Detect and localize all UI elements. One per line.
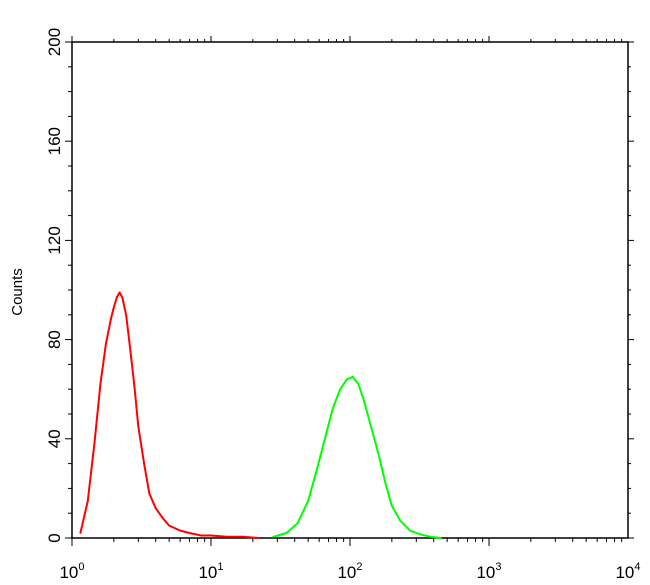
- data-point: [104, 343, 107, 346]
- data-point: [272, 535, 275, 538]
- data-point: [168, 524, 171, 527]
- y-axis: 0 40 80 120 160 200: [45, 28, 634, 543]
- data-point: [242, 535, 244, 538]
- data-point: [419, 533, 422, 536]
- data-point: [112, 306, 115, 309]
- data-point: [128, 343, 131, 346]
- data-point: [346, 378, 348, 381]
- data-point: [143, 462, 145, 465]
- x-axis: 100 101 102 103 104: [59, 36, 641, 582]
- y-tick-label: 160: [45, 127, 64, 155]
- data-point: [352, 375, 354, 378]
- data-point: [339, 388, 342, 391]
- data-point: [179, 529, 182, 532]
- data-point: [200, 534, 203, 537]
- data-point: [133, 383, 136, 386]
- data-point: [125, 313, 127, 316]
- data-point: [357, 383, 360, 386]
- data-point: [296, 522, 299, 525]
- data-point: [285, 532, 288, 534]
- y-axis-title: Counts: [9, 268, 26, 316]
- y-tick-label: 200: [45, 28, 64, 56]
- data-point: [225, 535, 228, 538]
- data-point: [161, 517, 164, 520]
- data-point: [377, 452, 380, 455]
- data-point: [121, 296, 124, 299]
- data-point: [399, 519, 402, 522]
- data-point: [307, 499, 310, 502]
- x-tick-label: 100: [59, 561, 84, 582]
- data-point: [331, 408, 334, 410]
- data-point: [369, 423, 372, 425]
- data-point: [390, 504, 393, 507]
- data-point: [109, 318, 112, 321]
- y-tick-label: 120: [45, 226, 64, 254]
- series-line-0: [79, 291, 259, 539]
- data-point: [409, 529, 411, 532]
- data-point: [362, 398, 365, 401]
- x-tick-label: 102: [337, 561, 362, 582]
- x-tick-label: 101: [198, 561, 223, 582]
- data-point: [118, 291, 121, 294]
- y-tick-label: 80: [45, 330, 64, 349]
- series-line-1: [272, 375, 441, 539]
- data-point: [154, 507, 157, 510]
- data-point: [439, 537, 442, 539]
- plot-border: [71, 41, 629, 539]
- y-tick-label: 40: [45, 429, 64, 448]
- data-point: [429, 535, 432, 538]
- data-point: [316, 467, 319, 470]
- plot-frame: [71, 41, 629, 539]
- data-point: [384, 482, 387, 485]
- data-point: [324, 437, 326, 440]
- data-point: [79, 532, 82, 534]
- data-point: [86, 499, 89, 502]
- data-point: [148, 492, 151, 495]
- data-point: [257, 537, 260, 539]
- data-point: [188, 532, 191, 534]
- data-point: [137, 425, 140, 428]
- data-point: [115, 296, 118, 299]
- x-tick-label: 104: [615, 561, 640, 582]
- data-point: [99, 383, 102, 386]
- x-tick-label: 103: [476, 561, 501, 582]
- data-point: [93, 442, 96, 445]
- y-tick-label: 0: [45, 533, 64, 542]
- data-point: [210, 534, 212, 537]
- series-layer: [79, 291, 442, 539]
